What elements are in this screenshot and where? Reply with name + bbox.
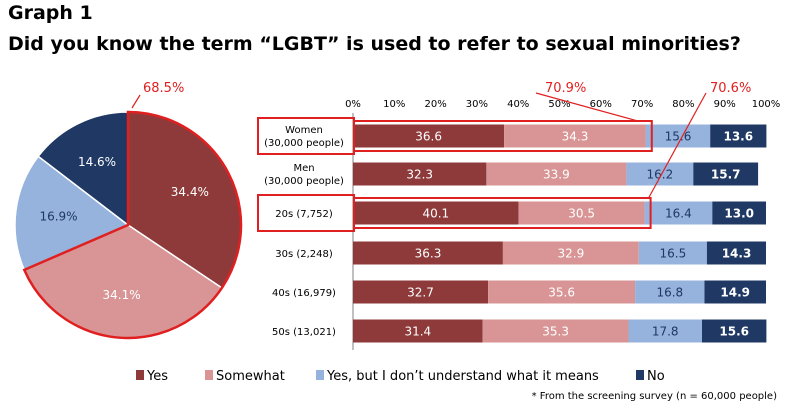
bar-data-label: 32.7 (407, 286, 434, 300)
bar-data-label: 16.5 (660, 247, 687, 261)
annotation-label: 70.9% (545, 81, 586, 96)
bar-data-label: 15.7 (711, 168, 741, 182)
category-label: Women (285, 125, 323, 136)
bar-data-label: 32.9 (558, 247, 585, 261)
pie-callout-label: 68.5% (143, 81, 184, 96)
bar-segment (635, 280, 705, 304)
pie-slice (14, 155, 130, 271)
pie-slice-label: 34.1% (103, 288, 141, 302)
annotation-label: 70.6% (710, 81, 751, 96)
bar-segment (645, 124, 711, 148)
bar-segment (353, 319, 483, 343)
highlight-box-bars (353, 120, 653, 152)
bar-data-label: 15.6 (719, 325, 749, 339)
bar-segment (486, 162, 627, 186)
chart-title: Did you know the term “LGBT” is used to … (8, 33, 741, 55)
graph-number: Graph 1 (8, 2, 93, 24)
pie-slice (37, 111, 129, 227)
category-label: 30s (2,248) (275, 249, 333, 260)
pie-highlight-outline (22, 110, 243, 340)
bar-segment (626, 162, 694, 186)
x-tick-label: 60% (590, 99, 612, 110)
bar-data-label: 30.5 (568, 207, 595, 221)
pie-callout-line (131, 94, 141, 109)
annotation-line (535, 92, 638, 122)
bar-segment (518, 201, 645, 225)
x-tick-label: 30% (466, 99, 488, 110)
legend-label: Somewhat (216, 369, 285, 384)
legend-label: No (647, 369, 665, 384)
bar-segment (488, 280, 636, 304)
category-label: (30,000 people) (264, 176, 344, 187)
bar-data-label: 40.1 (422, 207, 449, 221)
legend-label: Yes, but I don’t understand what it mean… (326, 369, 599, 384)
legend-swatch (205, 370, 213, 380)
bar-segment (638, 241, 707, 265)
bar-data-label: 36.6 (415, 130, 442, 144)
bar-segment (353, 280, 489, 304)
bar-data-label: 14.3 (722, 247, 752, 261)
bar-segment (482, 319, 629, 343)
x-tick-label: 10% (383, 99, 405, 110)
bar-segment (353, 124, 505, 148)
bar-segment (628, 319, 702, 343)
bar-data-label: 34.3 (562, 130, 589, 144)
bar-data-label: 16.8 (656, 286, 683, 300)
x-tick-label: 0% (345, 99, 361, 110)
bar-segment (702, 319, 767, 343)
pie-slice-label: 34.4% (171, 185, 209, 199)
bar-data-label: 17.8 (652, 325, 679, 339)
bar-data-label: 13.0 (724, 207, 754, 221)
x-tick-label: 80% (672, 99, 694, 110)
legend-swatch (136, 370, 144, 380)
bar-segment (353, 162, 487, 186)
bar-segment (644, 201, 713, 225)
annotation-line (648, 92, 707, 199)
pie-slice-label: 14.6% (78, 155, 116, 169)
x-tick-label: 20% (424, 99, 446, 110)
legend-swatch (636, 370, 644, 380)
legend-swatch (316, 370, 324, 380)
bar-data-label: 36.3 (415, 247, 442, 261)
x-tick-label: 100% (752, 99, 781, 110)
bar-segment (353, 201, 519, 225)
category-label: 20s (7,752) (275, 209, 333, 220)
category-label: 50s (13,021) (272, 327, 336, 338)
x-tick-label: 70% (631, 99, 653, 110)
bar-segment (693, 162, 759, 186)
bar-data-label: 31.4 (404, 325, 431, 339)
pie-slice-label: 16.9% (39, 209, 77, 223)
bar-segment (502, 241, 639, 265)
legend-label: Yes (146, 369, 168, 384)
bar-data-label: 15.6 (665, 130, 692, 144)
bar-segment (706, 241, 766, 265)
bar-data-label: 35.3 (542, 325, 569, 339)
bar-segment (710, 124, 767, 148)
bar-segment (712, 201, 766, 225)
bar-segment (704, 280, 766, 304)
bar-data-label: 16.4 (665, 207, 692, 221)
category-label: Men (293, 163, 314, 174)
x-tick-label: 40% (507, 99, 529, 110)
category-label: (30,000 people) (264, 138, 344, 149)
x-tick-label: 50% (548, 99, 570, 110)
bar-data-label: 33.9 (543, 168, 570, 182)
bar-data-label: 14.9 (720, 286, 750, 300)
highlight-box-bars (353, 197, 652, 229)
bar-data-label: 32.3 (406, 168, 433, 182)
footnote: * From the screening survey (n = 60,000 … (531, 391, 777, 402)
bar-segment (504, 124, 646, 148)
bar-segment (353, 241, 503, 265)
bar-data-label: 13.6 (723, 130, 753, 144)
bar-data-label: 35.6 (548, 286, 575, 300)
bar-data-label: 16.2 (647, 168, 674, 182)
x-tick-label: 90% (714, 99, 736, 110)
category-label: 40s (16,979) (272, 288, 336, 299)
